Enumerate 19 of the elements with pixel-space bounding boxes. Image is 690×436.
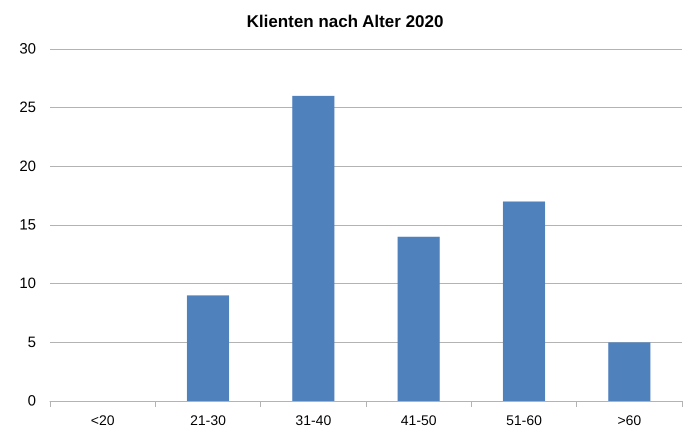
x-tick-label: 31-40 [295, 412, 332, 428]
y-tick-label: 0 [28, 392, 36, 410]
chart-title: Klienten nach Alter 2020 [246, 12, 444, 31]
y-tick-label: 20 [19, 158, 36, 175]
bar [292, 96, 334, 401]
y-tick-label: 30 [19, 40, 36, 58]
x-tick-label: 41-50 [400, 412, 437, 428]
y-tick-label: 5 [28, 334, 36, 351]
y-tick-label: 15 [19, 216, 36, 234]
x-tick-label: >60 [617, 412, 642, 428]
bar [398, 236, 440, 401]
x-tick-label: 51-60 [506, 412, 542, 428]
x-tick-label: <20 [90, 412, 115, 428]
bar [186, 295, 230, 401]
bar [608, 342, 650, 401]
y-tick-label: 10 [19, 275, 36, 292]
y-tick-label: 25 [19, 99, 36, 116]
bar [502, 202, 546, 401]
x-tick-label: 21-30 [190, 412, 226, 428]
